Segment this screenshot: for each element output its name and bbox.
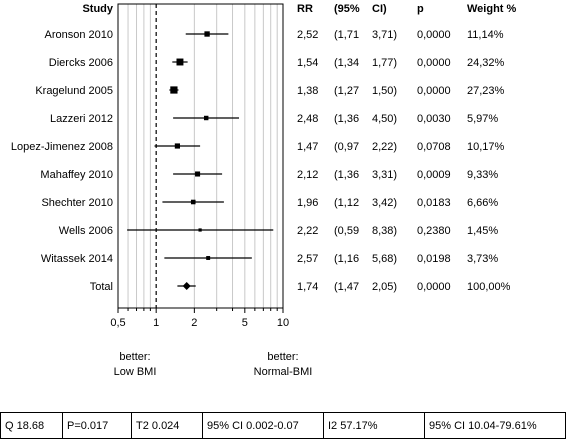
p-value: 0,0000: [417, 281, 451, 293]
header-weight: Weight %: [467, 3, 517, 15]
weight-value: 24,32%: [467, 57, 505, 69]
ci-low-value: (1,36: [334, 169, 359, 181]
rr-value: 1,38: [297, 85, 318, 97]
study-label: Witassek 2014: [41, 253, 113, 265]
study-label: Aronson 2010: [45, 29, 114, 41]
favors-right-line2: Normal-BMI: [253, 366, 313, 378]
p-value: 0,0030: [417, 113, 451, 125]
study-label: Lopez-Jimenez 2008: [11, 141, 113, 153]
x-tick-label: 1: [153, 317, 159, 329]
ci-low-value: (1,36: [334, 113, 359, 125]
ci-low-value: (1,71: [334, 29, 359, 41]
favors-left-line1: better:: [119, 351, 151, 363]
study-label: Kragelund 2005: [35, 85, 113, 97]
ci-low-value: (0,59: [334, 225, 359, 237]
ci-high-value: 4,50): [372, 113, 397, 125]
effect-marker: [206, 256, 211, 260]
weight-value: 9,33%: [467, 169, 498, 181]
ci-high-value: 3,31): [372, 169, 397, 181]
weight-value: 100,00%: [467, 281, 511, 293]
rr-value: 2,48: [297, 113, 318, 125]
ci-high-value: 1,77): [372, 57, 397, 69]
effect-marker: [204, 31, 210, 37]
x-tick-label: 5: [242, 317, 248, 329]
ci-low-value: (1,16: [334, 253, 359, 265]
favors-right-line1: better:: [267, 351, 299, 363]
ci-low-value: (1,12: [334, 197, 359, 209]
weight-value: 11,14%: [467, 29, 504, 41]
weight-value: 5,97%: [467, 113, 498, 125]
forest-plot: Study RR (95% CI) p Weight % Aronson 2010 2,52 (…: [11, 3, 517, 329]
study-label: Total: [90, 281, 113, 293]
p-value: 0,0708: [417, 141, 451, 153]
rr-value: 2,12: [297, 169, 318, 181]
header-study: Study: [82, 3, 113, 15]
study-label: Wells 2006: [59, 225, 113, 237]
ci-high-value: 5,68): [372, 253, 397, 265]
p-value: 0,0198: [417, 253, 451, 265]
ci-low-value: (1,27: [334, 85, 359, 97]
p-value: 0,2380: [417, 225, 451, 237]
weight-value: 3,73%: [467, 253, 498, 265]
rr-value: 2,52: [297, 29, 318, 41]
favors-left-line2: Low BMI: [113, 366, 157, 378]
weight-value: 1,45%: [467, 225, 498, 237]
effect-marker: [176, 58, 184, 66]
header-ci-high: CI): [372, 3, 387, 15]
p-value: 0,0000: [417, 57, 451, 69]
ci-high-value: 3,42): [372, 197, 397, 209]
p-value: 0,0183: [417, 197, 451, 209]
stats-row: Q 18.68 P=0.017 T2 0.024 95% CI 0.002-0.…: [0, 412, 566, 439]
rr-value: 1,74: [297, 281, 318, 293]
effect-marker: [190, 199, 196, 205]
ci-high-value: 2,05): [372, 281, 397, 293]
study-label: Lazzeri 2012: [50, 113, 113, 125]
stat-i2: I2 57.17%: [323, 412, 425, 439]
ci-low-value: (1,34: [334, 57, 359, 69]
effect-marker: [195, 171, 201, 177]
p-value: 0,0000: [417, 85, 451, 97]
p-value: 0,0000: [417, 29, 451, 41]
stat-p: P=0.017: [62, 412, 132, 439]
effect-marker: [170, 86, 178, 94]
x-tick-label: 0,5: [110, 317, 125, 329]
plot-frame: [117, 3, 284, 309]
x-tick-label: 10: [277, 317, 289, 329]
stat-tau2: T2 0.024: [131, 412, 203, 439]
header-p: p: [417, 3, 424, 15]
rr-value: 2,57: [297, 253, 318, 265]
x-tick-label: 2: [191, 317, 197, 329]
ci-high-value: 8,38): [372, 225, 397, 237]
effect-marker: [174, 143, 180, 149]
effect-marker: [203, 115, 209, 121]
rr-value: 1,96: [297, 197, 318, 209]
study-label: Mahaffey 2010: [40, 169, 113, 181]
favors-left-label: better: Low BMI: [95, 350, 175, 380]
p-value: 0,0009: [417, 169, 451, 181]
ci-low-value: (0,97: [334, 141, 359, 153]
favors-right-label: better: Normal-BMI: [238, 350, 328, 380]
rr-value: 2,22: [297, 225, 318, 237]
rr-value: 1,54: [297, 57, 318, 69]
effect-marker: [198, 228, 202, 232]
ci-high-value: 2,22): [372, 141, 397, 153]
ci-high-value: 3,71): [372, 29, 397, 41]
stat-q: Q 18.68: [0, 412, 63, 439]
stat-i2-ci: 95% CI 10.04-79.61%: [424, 412, 566, 439]
weight-value: 27,23%: [467, 85, 505, 97]
stat-tau2-ci: 95% CI 0.002-0.07: [202, 412, 324, 439]
weight-value: 10,17%: [467, 141, 505, 153]
header-rr: RR: [297, 3, 313, 15]
study-label: Diercks 2006: [49, 57, 113, 69]
rr-value: 1,47: [297, 141, 318, 153]
header-ci-low: (95%: [334, 3, 360, 15]
ci-high-value: 1,50): [372, 85, 397, 97]
study-label: Shechter 2010: [41, 197, 113, 209]
pooled-estimate-marker: [182, 282, 191, 290]
heterogeneity-stats-table: Q 18.68 P=0.017 T2 0.024 95% CI 0.002-0.…: [0, 412, 566, 439]
ci-low-value: (1,47: [334, 281, 359, 293]
weight-value: 6,66%: [467, 197, 498, 209]
